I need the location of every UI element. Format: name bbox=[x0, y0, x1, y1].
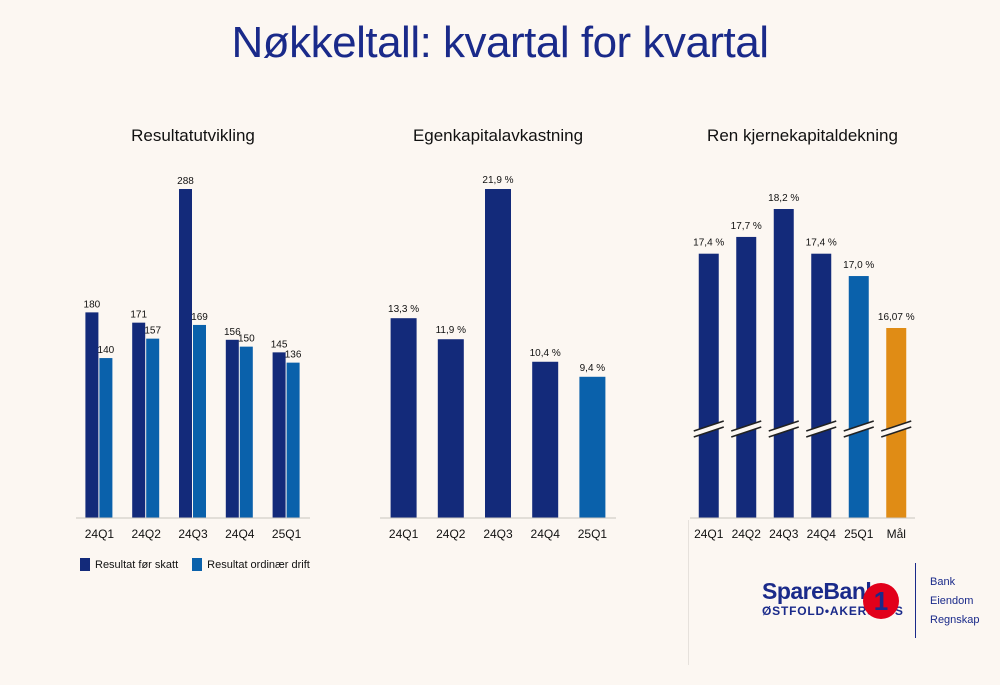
chart3-break-line-bottom-24q2 bbox=[731, 426, 762, 438]
chart2-label-25q1: 9,4 % bbox=[580, 363, 606, 374]
logo-links: Bank Eiendom Regnskap bbox=[930, 573, 980, 630]
chart1-bar-pretax-24q2 bbox=[132, 322, 146, 518]
chart1-bar-operating-24q1 bbox=[99, 358, 113, 518]
chart1-label-operating-24q3: 169 bbox=[191, 312, 208, 323]
chart3-break-gap-25q1 bbox=[844, 422, 873, 436]
chart3-break-line-top-25q1 bbox=[843, 420, 874, 432]
chart3-break-line-top-24q3 bbox=[768, 420, 799, 432]
chart3-break-line-top-24q1 bbox=[693, 420, 724, 432]
logo-mark-text: 1 bbox=[874, 586, 888, 616]
chart1-tick-24q1: 24Q1 bbox=[85, 527, 115, 541]
legend-item-operating: Resultat ordinær drift bbox=[192, 558, 310, 571]
chart3-break-gap-24q3 bbox=[769, 422, 798, 436]
chart3-bar-goal bbox=[886, 328, 907, 518]
chart1-bar-pretax-24q4 bbox=[225, 339, 239, 518]
chart3-break-gap-24q1 bbox=[694, 422, 723, 436]
chart3-bar-24q4 bbox=[811, 253, 832, 519]
chart1-label-operating-24q2: 157 bbox=[144, 326, 161, 337]
chart3-label-24q1: 17,4 % bbox=[693, 238, 724, 249]
chart1-tick-24q2: 24Q2 bbox=[132, 527, 162, 541]
chart3-break-line-bottom-24q3 bbox=[768, 426, 799, 438]
chart3-bar-25q1 bbox=[848, 276, 869, 518]
chart1-bar-operating-24q3 bbox=[193, 324, 206, 518]
chart1-bar-pretax-24q1 bbox=[85, 312, 99, 518]
logo-name: SpareBank bbox=[762, 578, 878, 604]
chart1-bar-pretax-25q1 bbox=[272, 352, 286, 518]
chart1-label-pretax-24q3: 288 bbox=[177, 176, 194, 187]
chart3-tick-24q4: 24Q4 bbox=[807, 527, 837, 541]
chart3-break-gap-24q4 bbox=[807, 422, 836, 436]
chart1-bar-operating-24q4 bbox=[239, 346, 253, 518]
chart3-title: Ren kjernekapitaldekning bbox=[707, 126, 898, 145]
chart3-break-line-top-24q2 bbox=[731, 420, 762, 432]
chart3-tick-24q1: 24Q1 bbox=[694, 527, 724, 541]
chart1-bar-operating-25q1 bbox=[286, 362, 300, 518]
logo-panel bbox=[688, 520, 1000, 665]
chart1-tick-24q3: 24Q3 bbox=[178, 527, 208, 541]
chart2-label-24q4: 10,4 % bbox=[530, 348, 561, 359]
chart1-label-pretax-25q1: 145 bbox=[271, 339, 288, 350]
chart1-label-operating-24q1: 140 bbox=[98, 345, 115, 356]
chart1-tick-25q1: 25Q1 bbox=[272, 527, 302, 541]
chart2-title: Egenkapitalavkastning bbox=[413, 126, 583, 145]
chart1-label-pretax-24q4: 156 bbox=[224, 327, 241, 338]
chart2-bar-24q1 bbox=[390, 318, 417, 518]
chart3-tick-24q2: 24Q2 bbox=[732, 527, 762, 541]
chart3-tick-goal: Mål bbox=[887, 527, 906, 541]
legend: Resultat før skatt Resultat ordinær drif… bbox=[80, 558, 310, 571]
chart2-tick-24q4: 24Q4 bbox=[531, 527, 561, 541]
legend-item-pretax: Resultat før skatt bbox=[80, 558, 178, 571]
chart2-label-24q3: 21,9 % bbox=[482, 175, 513, 186]
chart2-label-24q2: 11,9 % bbox=[436, 325, 466, 336]
legend-swatch-navy bbox=[80, 558, 90, 571]
chart3-label-24q4: 17,4 % bbox=[806, 238, 837, 249]
chart3-tick-24q3: 24Q3 bbox=[769, 527, 799, 541]
sparebank-logo-icon: 1 bbox=[863, 583, 899, 619]
chart3-label-25q1: 17,0 % bbox=[843, 260, 874, 271]
chart2-tick-24q1: 24Q1 bbox=[389, 527, 419, 541]
chart3-break-line-top-24q4 bbox=[806, 420, 837, 432]
chart2-tick-25q1: 25Q1 bbox=[578, 527, 608, 541]
chart2-bar-24q4 bbox=[532, 361, 559, 518]
chart2-bar-24q3 bbox=[485, 189, 511, 518]
chart1-bar-pretax-24q3 bbox=[179, 189, 192, 518]
chart3-break-line-bottom-24q4 bbox=[806, 426, 837, 438]
chart1-label-pretax-24q2: 171 bbox=[130, 310, 147, 321]
chart2-label-24q1: 13,3 % bbox=[388, 304, 419, 315]
logo-link-eiendom: Eiendom bbox=[930, 595, 974, 607]
chart3-tick-25q1: 25Q1 bbox=[844, 527, 874, 541]
chart3-label-24q2: 17,7 % bbox=[731, 221, 762, 232]
logo-divider bbox=[915, 563, 916, 638]
logo-link-regnskap: Regnskap bbox=[930, 614, 980, 626]
chart1-bar-operating-24q2 bbox=[146, 338, 160, 518]
legend-label-operating: Resultat ordinær drift bbox=[207, 558, 310, 571]
chart2-tick-24q2: 24Q2 bbox=[436, 527, 466, 541]
chart3-break-line-bottom-25q1 bbox=[843, 426, 874, 438]
page-title: Nøkkeltall: kvartal for kvartal bbox=[231, 18, 769, 67]
chart3-break-line-top-goal bbox=[881, 420, 912, 432]
logo-link-bank: Bank bbox=[930, 576, 956, 588]
legend-swatch-blue bbox=[192, 558, 203, 571]
chart1-label-operating-24q4: 150 bbox=[238, 334, 255, 345]
chart3-label-goal: 16,07 % bbox=[878, 312, 915, 323]
chart2-bar-25q1 bbox=[579, 376, 606, 518]
chart3-label-24q3: 18,2 % bbox=[768, 193, 799, 204]
chart1-label-operating-25q1: 136 bbox=[285, 350, 302, 361]
chart3-break-line-bottom-goal bbox=[881, 426, 912, 438]
chart3-bar-24q1 bbox=[698, 253, 719, 519]
chart3-break-line-bottom-24q1 bbox=[693, 426, 724, 438]
chart1-label-pretax-24q1: 180 bbox=[84, 299, 101, 310]
chart3-break-gap-24q2 bbox=[732, 422, 761, 436]
chart1-title: Resultatutvikling bbox=[131, 126, 255, 145]
legend-label-pretax: Resultat før skatt bbox=[95, 558, 179, 571]
chart2-tick-24q3: 24Q3 bbox=[483, 527, 513, 541]
chart1-tick-24q4: 24Q4 bbox=[225, 527, 255, 541]
chart3-break-gap-goal bbox=[882, 422, 911, 436]
chart3-bar-24q3 bbox=[773, 209, 794, 518]
chart2-bar-24q2 bbox=[437, 339, 464, 518]
chart3-bar-24q2 bbox=[736, 236, 757, 518]
